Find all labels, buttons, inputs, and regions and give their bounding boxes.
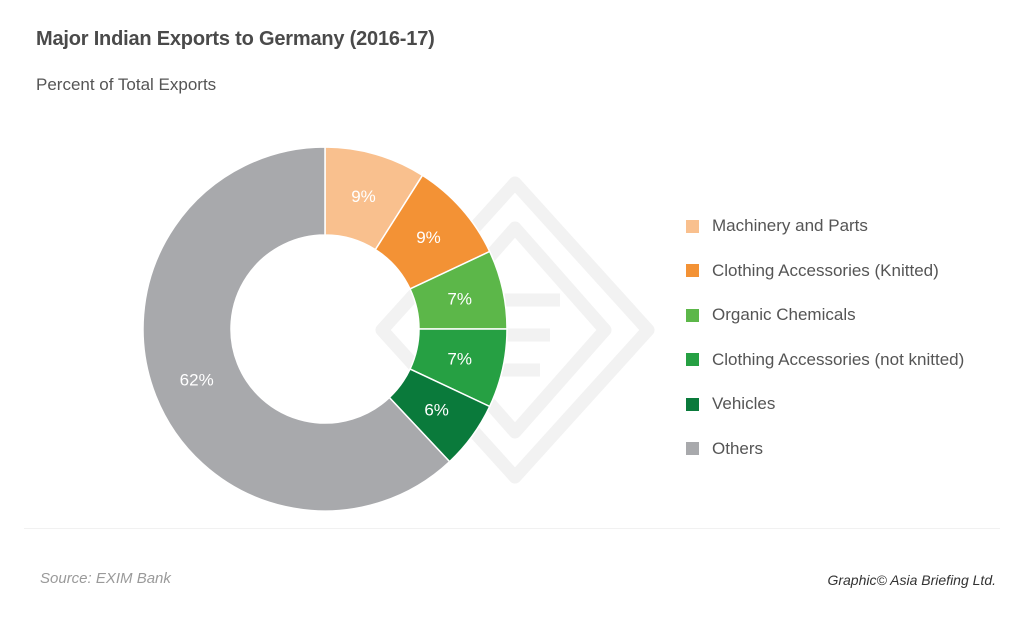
legend-item-vehicles: Vehicles	[686, 382, 964, 427]
chart-legend: Machinery and Parts Clothing Accessories …	[686, 204, 964, 471]
legend-label-clothing-accessories-not-knitted: Clothing Accessories (not knitted)	[712, 349, 965, 369]
slice-label-machinery-and-parts: 9%	[351, 187, 376, 206]
donut-slices	[142, 146, 508, 512]
legend-label-clothing-accessories-knitted: Clothing Accessories (Knitted)	[712, 260, 939, 280]
legend-swatch-machinery-and-parts	[686, 219, 699, 233]
legend-swatch-organic-chemicals	[686, 308, 699, 322]
legend-label-machinery-and-parts: Machinery and Parts	[712, 216, 868, 236]
legend-item-clothing-accessories-knitted: Clothing Accessories (Knitted)	[686, 249, 964, 294]
footer-divider	[24, 528, 1000, 529]
legend-label-organic-chemicals: Organic Chemicals	[712, 305, 856, 325]
slice-label-others: 62%	[180, 370, 214, 389]
legend-swatch-clothing-accessories-not-knitted	[686, 353, 699, 367]
legend-swatch-clothing-accessories-knitted	[686, 264, 699, 278]
legend-swatch-others	[686, 442, 699, 456]
chart-title: Major Indian Exports to Germany (2016-17…	[36, 28, 435, 50]
slice-others	[142, 146, 451, 512]
legend-label-others: Others	[712, 438, 764, 458]
legend-item-machinery-and-parts: Machinery and Parts	[686, 204, 964, 249]
slice-label-clothing-accessories-knitted: 9%	[416, 228, 441, 247]
graphic-credit: Graphic© Asia Briefing Ltd.	[827, 572, 996, 588]
legend-swatch-vehicles	[686, 397, 699, 411]
slice-label-vehicles: 6%	[424, 401, 449, 420]
chart-subtitle: Percent of Total Exports	[36, 75, 217, 94]
legend-item-others: Others	[686, 427, 964, 472]
slice-label-organic-chemicals: 7%	[447, 289, 472, 308]
slice-label-clothing-accessories-not-knitted: 7%	[447, 350, 472, 369]
source-note: Source: EXIM Bank	[40, 570, 171, 587]
slice-labels: 9% 9% 7% 7% 6% 62%	[180, 187, 472, 420]
legend-item-clothing-accessories-not-knitted: Clothing Accessories (not knitted)	[686, 338, 964, 383]
legend-item-organic-chemicals: Organic Chemicals	[686, 293, 964, 338]
legend-label-vehicles: Vehicles	[712, 394, 776, 414]
